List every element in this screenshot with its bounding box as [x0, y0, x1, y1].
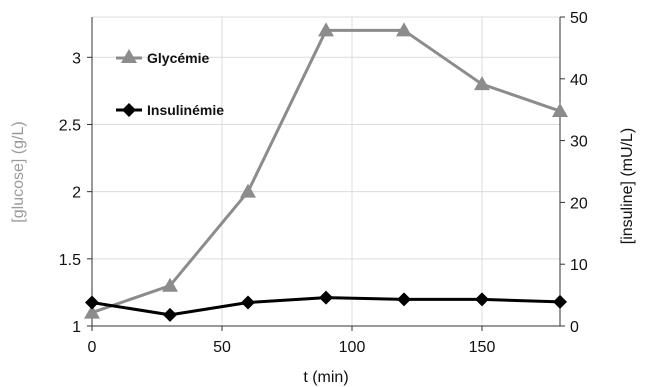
y-left-tick-label: 3: [72, 50, 81, 67]
insulinemie-point-marker: [553, 294, 567, 309]
legend-label-insulinemie: Insulinémie: [147, 102, 224, 118]
insulinemie-point-marker: [475, 292, 489, 307]
y-left-tick-label: 1: [72, 319, 81, 336]
glycemie-point-marker: [162, 277, 178, 292]
legend: Glycémie Insulinémie: [116, 49, 224, 118]
x-tick-label: 50: [213, 339, 231, 356]
insulinemie-point-marker: [319, 290, 333, 305]
legend-diamond-marker-icon: [122, 103, 136, 117]
y-left-tick-label: 2.5: [59, 117, 81, 134]
insulinemie-point-marker: [85, 295, 99, 310]
y-axis-left-title: [glucose] (g/L): [10, 121, 27, 222]
y-left-tick-label: 2: [72, 185, 81, 202]
glycemie-point-marker: [396, 22, 412, 37]
glycemie-point-marker: [240, 183, 256, 198]
y-axis-right-title: [insuline] (mU/L): [619, 128, 636, 244]
x-tick-label: 150: [469, 339, 496, 356]
legend-label-glycemie: Glycémie: [147, 50, 209, 66]
grid: [92, 16, 560, 326]
x-tick-label: 100: [339, 339, 366, 356]
legend-item-glycemie: Glycémie: [116, 49, 209, 66]
legend-item-insulinemie: Insulinémie: [116, 102, 224, 118]
glycemie-point-marker: [474, 76, 490, 91]
x-tick-label: 0: [88, 339, 97, 356]
legend-triangle-marker-icon: [121, 49, 137, 63]
series: [84, 22, 568, 322]
y-right-tick-label: 10: [570, 257, 588, 274]
x-axis-title: t (min): [303, 369, 348, 386]
y-right-tick-label: 20: [570, 195, 588, 212]
glycemie-point-marker: [318, 22, 334, 37]
glycemie-point-marker: [552, 103, 568, 118]
insulinemie-point-marker: [163, 307, 177, 322]
y-right-tick-label: 0: [570, 319, 579, 336]
insulinemie-point-marker: [397, 292, 411, 307]
y-right-tick-label: 30: [570, 134, 588, 151]
y-right-tick-label: 40: [570, 72, 588, 89]
y-right-tick-label: 50: [570, 10, 588, 27]
insulinemie-point-marker: [241, 295, 255, 310]
y-left-tick-label: 1.5: [59, 252, 81, 269]
glycemie-point-marker: [84, 304, 100, 319]
series-line-glycemie: [91, 28, 561, 314]
